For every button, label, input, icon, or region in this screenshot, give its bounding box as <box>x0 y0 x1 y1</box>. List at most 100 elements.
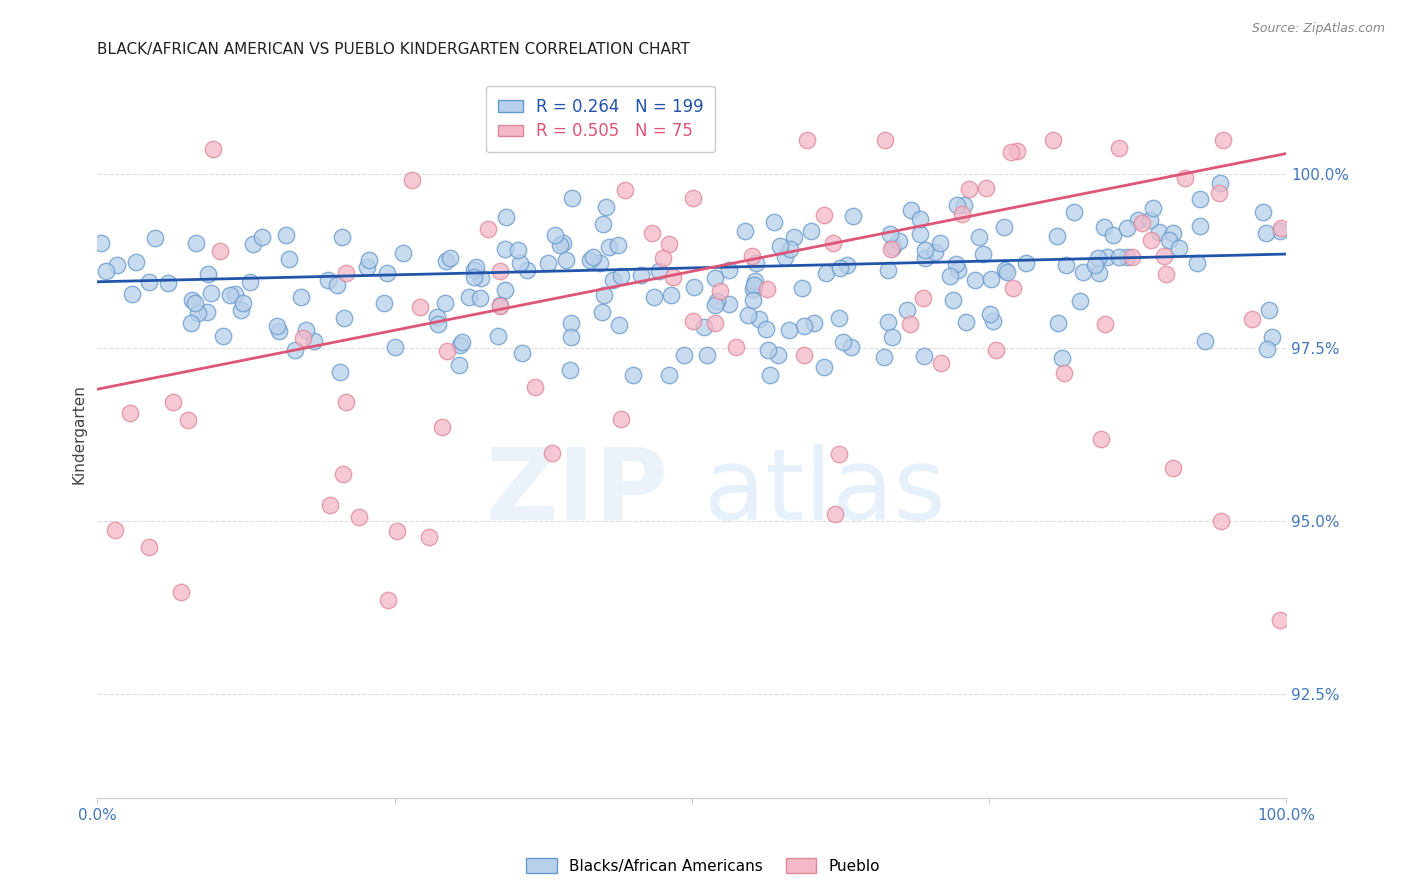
Point <box>912 349 935 363</box>
Point <box>470 270 492 285</box>
Point <box>882 240 904 254</box>
Point <box>187 306 209 320</box>
Text: ZIP: ZIP <box>485 444 668 541</box>
Point <box>796 133 818 147</box>
Point <box>560 362 582 376</box>
Point <box>745 256 768 270</box>
Point <box>209 244 232 258</box>
Point <box>1116 250 1139 264</box>
Point <box>239 275 262 289</box>
Point <box>1084 258 1107 272</box>
Point <box>900 318 922 332</box>
Point <box>800 224 823 238</box>
Point <box>201 142 224 156</box>
Point <box>332 467 354 481</box>
Point <box>911 291 934 305</box>
Point <box>928 235 950 250</box>
Legend: R = 0.264   N = 199, R = 0.505   N = 75: R = 0.264 N = 199, R = 0.505 N = 75 <box>486 86 716 152</box>
Text: atlas: atlas <box>703 444 945 541</box>
Point <box>489 298 512 312</box>
Point <box>555 253 578 268</box>
Point <box>593 287 616 301</box>
Point <box>741 282 763 296</box>
Point <box>877 315 900 329</box>
Point <box>1063 205 1085 219</box>
Point <box>138 540 160 554</box>
Point <box>762 215 785 229</box>
Point <box>463 262 485 277</box>
Point <box>385 524 408 539</box>
Point <box>748 312 770 326</box>
Point <box>756 343 779 357</box>
Point <box>1115 220 1137 235</box>
Point <box>741 249 763 263</box>
Point <box>561 191 583 205</box>
Point <box>914 251 936 265</box>
Point <box>439 251 461 265</box>
Point <box>783 229 806 244</box>
Point <box>813 360 835 375</box>
Point <box>582 250 605 264</box>
Point <box>889 234 911 248</box>
Point <box>641 227 664 241</box>
Point <box>544 228 567 243</box>
Point <box>1000 145 1022 160</box>
Point <box>276 228 298 243</box>
Point <box>1053 366 1076 380</box>
Point <box>718 263 741 277</box>
Point <box>1270 221 1292 235</box>
Point <box>841 340 863 354</box>
Y-axis label: Kindergarten: Kindergarten <box>72 384 86 484</box>
Point <box>742 277 765 292</box>
Point <box>124 255 146 269</box>
Point <box>591 305 613 319</box>
Point <box>356 260 378 275</box>
Point <box>908 212 931 227</box>
Point <box>821 235 844 250</box>
Point <box>974 181 997 195</box>
Point <box>758 368 780 383</box>
Point <box>756 282 779 296</box>
Point <box>967 230 990 244</box>
Point <box>1268 613 1291 627</box>
Point <box>742 293 765 308</box>
Point <box>325 277 347 292</box>
Point <box>643 290 665 304</box>
Point <box>468 291 491 305</box>
Point <box>465 260 488 274</box>
Point <box>329 365 352 379</box>
Point <box>1046 316 1069 330</box>
Point <box>755 322 778 336</box>
Point <box>693 319 716 334</box>
Point <box>946 197 969 211</box>
Point <box>277 252 299 266</box>
Point <box>945 257 967 271</box>
Point <box>560 317 582 331</box>
Point <box>463 269 485 284</box>
Point <box>769 238 792 252</box>
Point <box>162 394 184 409</box>
Point <box>766 348 789 362</box>
Point <box>523 380 546 394</box>
Point <box>792 281 814 295</box>
Point <box>426 317 449 331</box>
Point <box>652 251 675 265</box>
Point <box>409 300 432 314</box>
Point <box>1102 227 1125 242</box>
Point <box>121 286 143 301</box>
Point <box>876 262 898 277</box>
Point <box>1121 251 1143 265</box>
Point <box>703 316 725 330</box>
Point <box>704 298 727 312</box>
Point <box>873 351 896 365</box>
Point <box>319 498 342 512</box>
Point <box>607 238 630 252</box>
Point <box>879 227 901 242</box>
Point <box>357 252 380 267</box>
Point <box>330 230 353 244</box>
Point <box>335 266 357 280</box>
Point <box>1045 229 1067 244</box>
Point <box>540 446 562 460</box>
Point <box>773 250 796 264</box>
Point <box>295 323 318 337</box>
